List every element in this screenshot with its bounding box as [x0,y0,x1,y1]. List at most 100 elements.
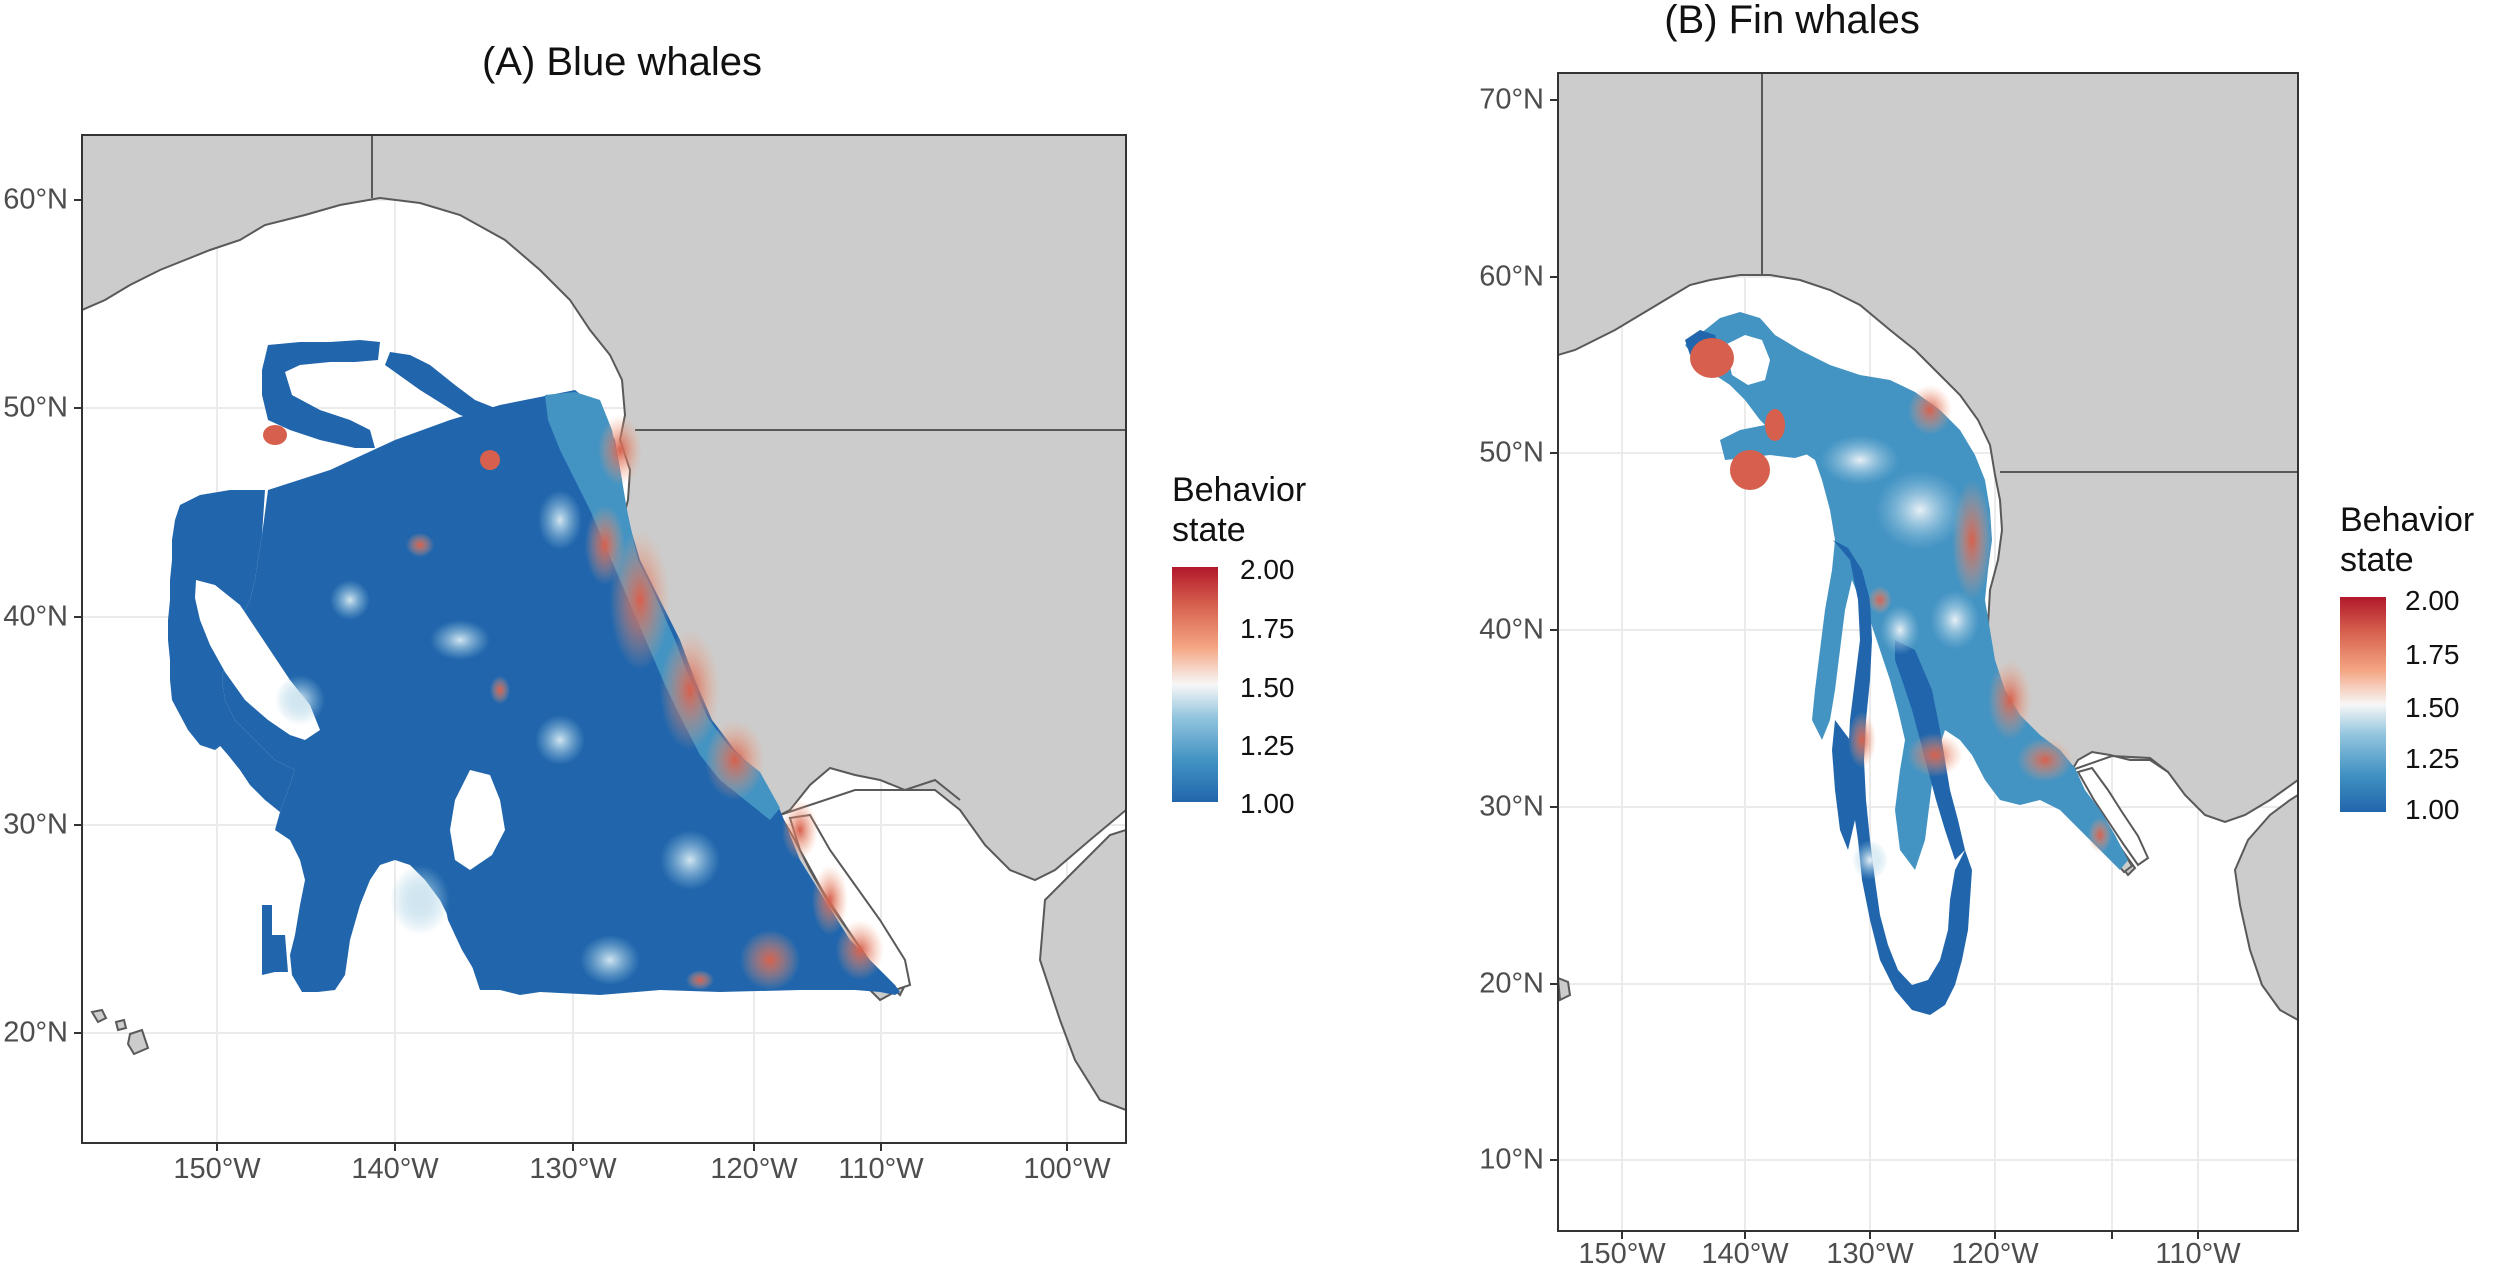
lon-label: 140°W [1701,1238,1789,1270]
legend-title-line1: Behavior [2340,501,2475,539]
legend-title-line2: state [1172,511,1246,549]
hotspot-small [406,533,434,557]
pale-spot [535,715,585,765]
border-us-mexico [779,778,961,816]
lon-label: 110°W [838,1153,924,1185]
pale-spot [430,620,490,660]
lon-label: 110°W [2155,1238,2241,1270]
hotspot-baja [782,800,818,860]
lat-label: 20°N [1479,967,1544,1000]
hotspot-offshore [1848,712,1876,768]
track-band-left [168,490,295,812]
pale-spot [580,935,640,985]
lon-label: 150°W [173,1153,261,1185]
lon-label: 100°W [1023,1153,1111,1185]
hotspot-northwest [1690,338,1734,378]
lat-label: 70°N [1479,83,1544,116]
hotspot-northwest [1765,409,1785,441]
hotspot-small [480,450,500,470]
pale-spot [1820,435,1900,485]
pale-spot [1930,590,1980,650]
panel-border [81,134,1127,1144]
legend-label: 2.00 [2405,585,2460,616]
legend-colorbar [1172,567,1218,802]
hotspot-small [686,970,714,990]
legend-label: 1.50 [1240,672,1295,703]
lat-label: 50°N [1479,436,1544,469]
hotspot-south [740,930,800,990]
hotspot-baja [812,865,848,935]
pale-spot [1852,840,1888,880]
pale-spot [1880,605,1920,655]
pale-spot [330,580,370,620]
lat-label: 30°N [1479,790,1544,823]
pale-spot [660,830,720,890]
hotspot-coastal [705,720,765,800]
lat-label: 30°N [3,808,68,841]
track-hole-lower [450,770,505,870]
lat-label: 60°N [1479,260,1544,293]
legend-label: 1.50 [2405,692,2460,723]
axis-ticks [74,199,1068,1151]
legend-title-line2: state [2340,541,2414,579]
track-band-arc-3 [440,425,535,470]
hotspot-small [263,425,287,445]
hotspot-coastal [1907,733,1963,777]
pale-spot [538,490,582,550]
lon-label: 140°W [351,1153,439,1185]
track-small-block [262,905,288,975]
track-band-upper-arc [262,340,380,448]
lat-label: 40°N [3,600,68,633]
hotspot-coastal [610,530,670,670]
behavior-surface-blue-whales [168,340,900,995]
panel-title: (A) Blue whales [481,40,763,84]
lon-label: 130°W [529,1153,617,1185]
lon-label: 130°W [1826,1238,1914,1270]
legend-label: 1.75 [1240,613,1295,644]
land-hawaii [1558,976,1572,1002]
track-band-arc-2 [385,352,530,445]
lat-label: 40°N [1479,613,1544,646]
behavior-surface-fin-whales [1685,312,2128,1015]
pale-spot [390,865,450,935]
hotspot-northwest [1730,450,1770,490]
land-hawaii [90,1008,150,1056]
legend-label: 1.75 [2405,639,2460,670]
lon-label: 150°W [1578,1238,1666,1270]
pale-spot [275,675,325,725]
legend-label: 1.25 [2405,743,2460,774]
hotspot-baja [836,920,884,980]
legend-title: Behavior state [2340,500,2474,580]
hotspot-coastal [1988,660,2032,740]
lon-label: 120°W [1951,1238,2039,1270]
hotspot-coastal [1908,385,1952,435]
lat-label: 50°N [3,391,68,424]
track-band-south [440,880,600,992]
hotspot-coastal [598,415,642,485]
track-hole-north [1725,335,1770,385]
legend-label: 1.00 [2405,794,2460,825]
lat-label: 20°N [3,1016,68,1049]
track-region-main [222,390,900,995]
track-strip-left [1833,540,1972,1015]
lon-label: 120°W [710,1153,798,1185]
legend-title: Behavior state [1172,470,1306,550]
legend-label: 1.25 [1240,730,1295,761]
border-us-mexico [2071,754,2169,773]
track-coast-band [545,392,780,820]
legend-label: 2.00 [1240,554,1295,585]
legend-label: 1.00 [1240,788,1295,819]
legend-title-line1: Behavior [1172,471,1307,509]
gulf-of-california [2076,766,2150,867]
lat-label: 10°N [1479,1143,1544,1176]
hotspot-coastal [660,630,720,750]
axis-ticks [1550,99,2199,1239]
legend-colorbar [2340,597,2386,812]
panel-title: (B) Fin whales [1664,0,1920,42]
lat-label: 60°N [3,183,68,216]
hotspot-offshore [1868,586,1892,614]
hotspot-coastal [2017,738,2073,782]
hotspot-baja [2088,817,2112,853]
